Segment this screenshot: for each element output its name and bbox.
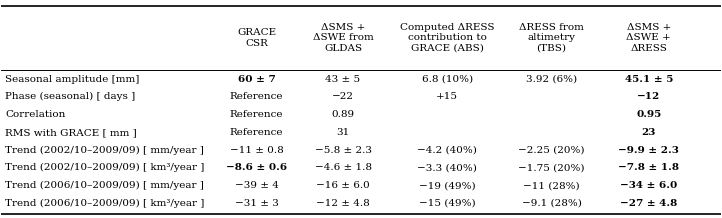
Text: −8.6 ± 0.6: −8.6 ± 0.6 — [226, 164, 287, 172]
Text: 60 ± 7: 60 ± 7 — [238, 75, 276, 84]
Text: Seasonal amplitude [mm]: Seasonal amplitude [mm] — [5, 75, 139, 84]
Text: Trend (2002/10–2009/09) [ mm/year ]: Trend (2002/10–2009/09) [ mm/year ] — [5, 146, 204, 155]
Text: Reference: Reference — [230, 110, 284, 119]
Text: −9.9 ± 2.3: −9.9 ± 2.3 — [618, 146, 679, 155]
Text: 23: 23 — [642, 128, 656, 137]
Text: −1.75 (20%): −1.75 (20%) — [518, 164, 585, 172]
Text: 0.89: 0.89 — [331, 110, 355, 119]
Text: 31: 31 — [336, 128, 349, 137]
Text: −12: −12 — [637, 92, 661, 101]
Text: −16 ± 6.0: −16 ± 6.0 — [316, 181, 370, 190]
Text: −4.2 (40%): −4.2 (40%) — [417, 146, 477, 155]
Text: Trend (2006/10–2009/09) [ mm/year ]: Trend (2006/10–2009/09) [ mm/year ] — [5, 181, 204, 190]
Text: Phase (seasonal) [ days ]: Phase (seasonal) [ days ] — [5, 92, 135, 101]
Text: −27 ± 4.8: −27 ± 4.8 — [620, 199, 677, 208]
Text: ΔSMS +
ΔSWE +
ΔRESS: ΔSMS + ΔSWE + ΔRESS — [626, 23, 671, 53]
Text: GRACE
CSR: GRACE CSR — [237, 28, 277, 48]
Text: −7.8 ± 1.8: −7.8 ± 1.8 — [618, 164, 679, 172]
Text: Trend (2006/10–2009/09) [ km³/year ]: Trend (2006/10–2009/09) [ km³/year ] — [5, 199, 204, 208]
Text: −22: −22 — [332, 92, 354, 101]
Text: 43 ± 5: 43 ± 5 — [326, 75, 360, 84]
Text: −5.8 ± 2.3: −5.8 ± 2.3 — [315, 146, 372, 155]
Text: Reference: Reference — [230, 128, 284, 137]
Text: −2.25 (20%): −2.25 (20%) — [518, 146, 585, 155]
Text: Correlation: Correlation — [5, 110, 66, 119]
Text: 6.8 (10%): 6.8 (10%) — [422, 75, 473, 84]
Text: Reference: Reference — [230, 92, 284, 101]
Text: −34 ± 6.0: −34 ± 6.0 — [620, 181, 677, 190]
Text: RMS with GRACE [ mm ]: RMS with GRACE [ mm ] — [5, 128, 136, 137]
Text: −31 ± 3: −31 ± 3 — [235, 199, 279, 208]
Text: 3.92 (6%): 3.92 (6%) — [526, 75, 577, 84]
Text: −3.3 (40%): −3.3 (40%) — [417, 164, 477, 172]
Text: −4.6 ± 1.8: −4.6 ± 1.8 — [315, 164, 372, 172]
Text: +15: +15 — [436, 92, 458, 101]
Text: 0.95: 0.95 — [636, 110, 661, 119]
Text: −15 (49%): −15 (49%) — [419, 199, 476, 208]
Text: −19 (49%): −19 (49%) — [419, 181, 476, 190]
Text: −12 ± 4.8: −12 ± 4.8 — [316, 199, 370, 208]
Text: Computed ΔRESS
contribution to
GRACE (ABS): Computed ΔRESS contribution to GRACE (AB… — [400, 23, 495, 53]
Text: ΔRESS from
altimetry
(TBS): ΔRESS from altimetry (TBS) — [519, 23, 584, 53]
Text: Trend (2002/10–2009/09) [ km³/year ]: Trend (2002/10–2009/09) [ km³/year ] — [5, 163, 204, 172]
Text: −11 ± 0.8: −11 ± 0.8 — [230, 146, 284, 155]
Text: −9.1 (28%): −9.1 (28%) — [522, 199, 581, 208]
Text: ΔSMS +
ΔSWE from
GLDAS: ΔSMS + ΔSWE from GLDAS — [313, 23, 373, 53]
Text: −11 (28%): −11 (28%) — [523, 181, 580, 190]
Text: 45.1 ± 5: 45.1 ± 5 — [625, 75, 673, 84]
Text: −39 ± 4: −39 ± 4 — [235, 181, 279, 190]
